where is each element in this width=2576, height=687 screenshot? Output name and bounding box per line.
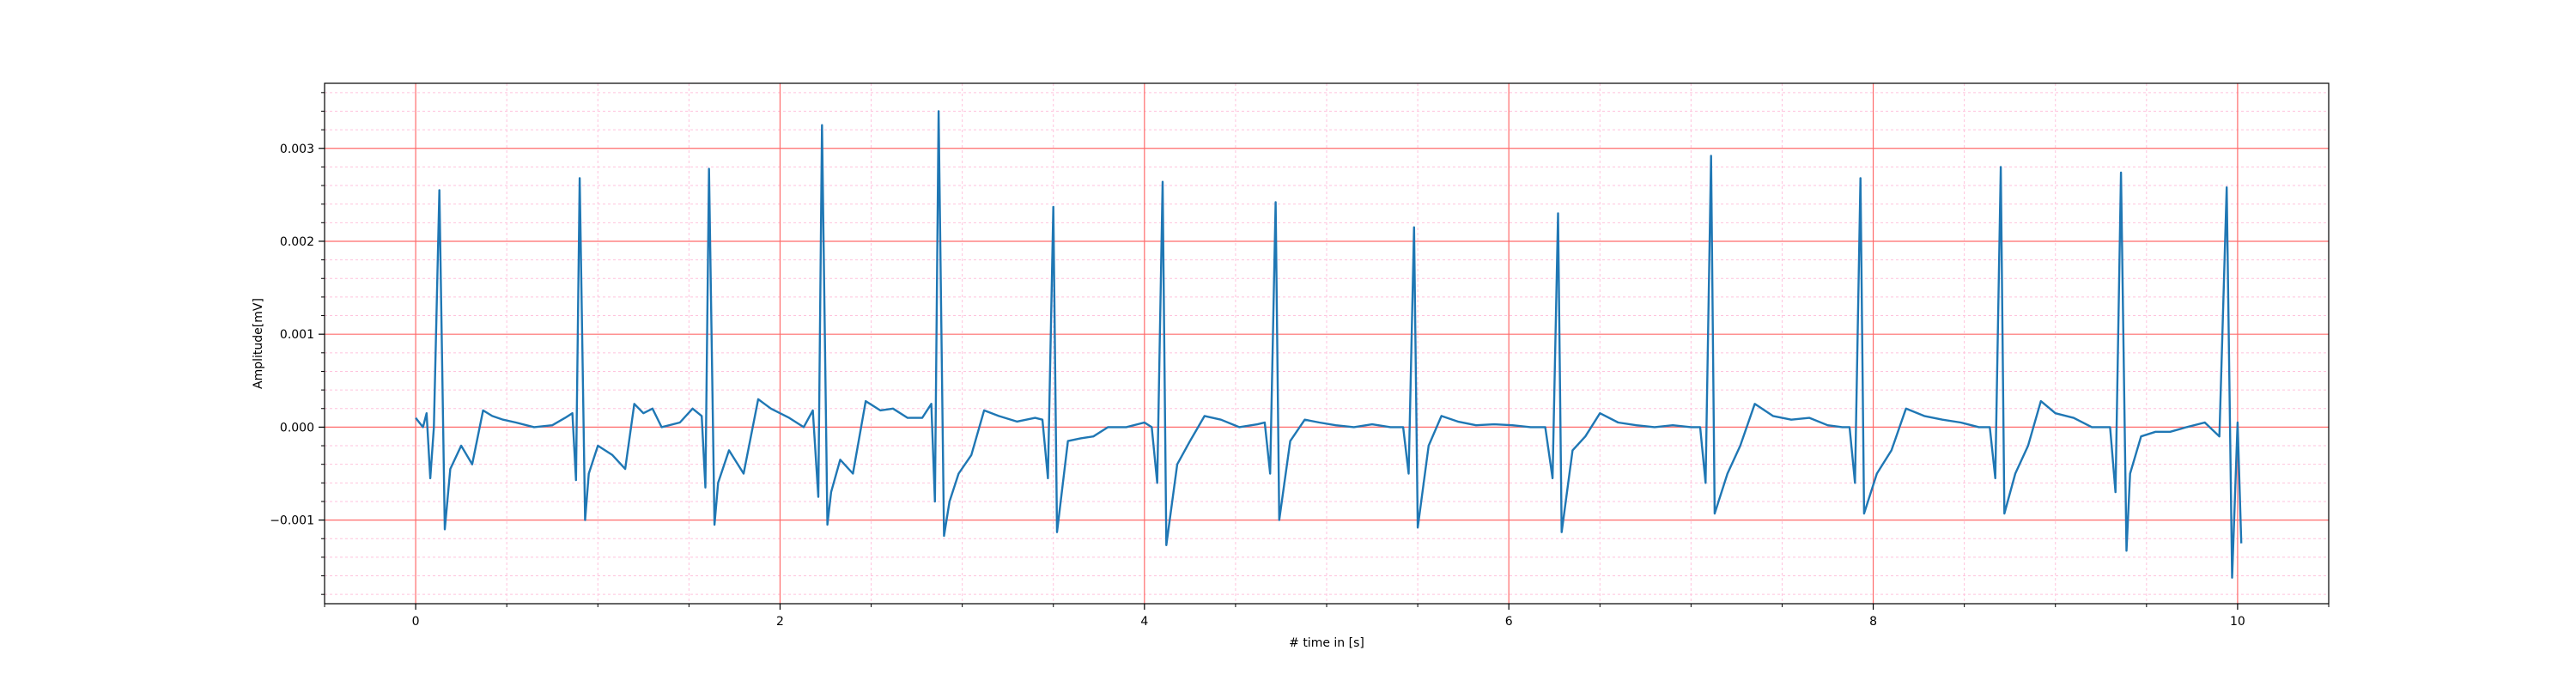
- ecg-series-line: [415, 110, 2243, 579]
- x-tick-label: 4: [1140, 615, 1148, 629]
- x-tick-label: 8: [1869, 615, 1877, 629]
- y-tick-label: 0.000: [280, 421, 314, 435]
- x-tick-label: 6: [1505, 615, 1513, 629]
- x-tick-label: 2: [776, 615, 784, 629]
- major-grid: [325, 83, 2329, 604]
- y-tick-label: 0.001: [280, 328, 314, 342]
- y-axis-label: Amplitude[mV]: [252, 298, 265, 389]
- y-tick-label: 0.002: [280, 235, 314, 249]
- x-tick-label: 0: [412, 615, 420, 629]
- y-tick-label: 0.003: [280, 143, 314, 156]
- x-tick-label: 10: [2230, 615, 2245, 629]
- y-tick-label: −0.001: [270, 514, 314, 528]
- axis-ticks: 0 2 4 6 8 10 −0.001 0.000 0.001 0.002 0.003: [270, 92, 2330, 629]
- minor-grid: [324, 83, 2330, 604]
- x-axis-label: # time in [s]: [1289, 636, 1364, 650]
